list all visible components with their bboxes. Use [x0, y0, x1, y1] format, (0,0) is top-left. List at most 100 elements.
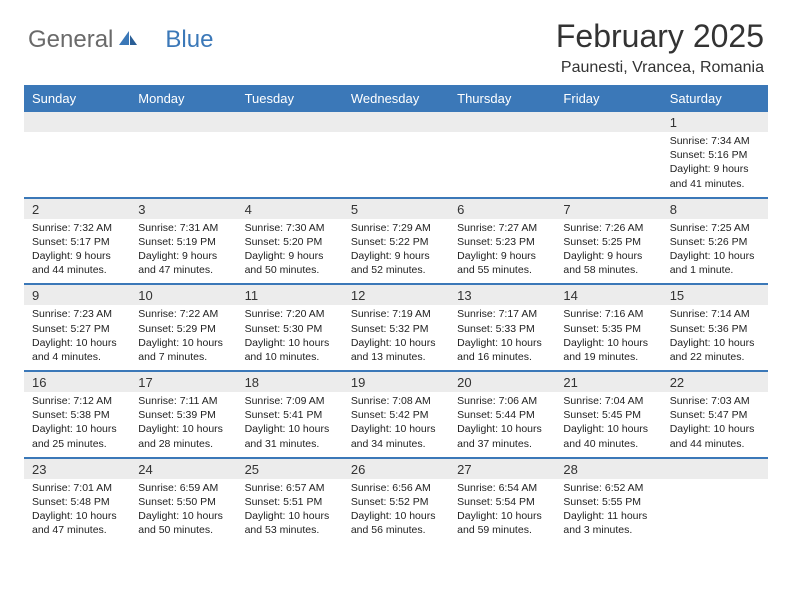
title-block: February 2025 Paunesti, Vrancea, Romania — [556, 18, 764, 77]
day-number: 7 — [555, 199, 661, 219]
day-number: 14 — [555, 285, 661, 305]
day-details: Sunrise: 7:14 AM Sunset: 5:36 PM Dayligh… — [662, 305, 768, 370]
day-details — [662, 479, 768, 544]
day-number: 12 — [343, 285, 449, 305]
day-details: Sunrise: 7:01 AM Sunset: 5:48 PM Dayligh… — [24, 479, 130, 544]
day-details: Sunrise: 7:30 AM Sunset: 5:20 PM Dayligh… — [237, 219, 343, 284]
weekday-tuesday: Tuesday — [237, 85, 343, 112]
weekday-wednesday: Wednesday — [343, 85, 449, 112]
day-number: 8 — [662, 199, 768, 219]
day-details: Sunrise: 7:25 AM Sunset: 5:26 PM Dayligh… — [662, 219, 768, 284]
day-details-row: Sunrise: 7:34 AM Sunset: 5:16 PM Dayligh… — [24, 132, 768, 197]
day-number: 11 — [237, 285, 343, 305]
weeks-container: 1Sunrise: 7:34 AM Sunset: 5:16 PM Daylig… — [24, 112, 768, 543]
day-number: 21 — [555, 372, 661, 392]
day-details — [343, 132, 449, 197]
day-number: 18 — [237, 372, 343, 392]
day-number-row: 16171819202122 — [24, 372, 768, 392]
day-number: 2 — [24, 199, 130, 219]
day-number — [237, 112, 343, 132]
day-number: 22 — [662, 372, 768, 392]
day-number: 15 — [662, 285, 768, 305]
day-details: Sunrise: 7:17 AM Sunset: 5:33 PM Dayligh… — [449, 305, 555, 370]
week-row: 16171819202122Sunrise: 7:12 AM Sunset: 5… — [24, 372, 768, 459]
location-label: Paunesti, Vrancea, Romania — [556, 59, 764, 77]
week-row: 232425262728Sunrise: 7:01 AM Sunset: 5:4… — [24, 459, 768, 544]
day-details: Sunrise: 7:06 AM Sunset: 5:44 PM Dayligh… — [449, 392, 555, 457]
weekday-header: Sunday Monday Tuesday Wednesday Thursday… — [24, 85, 768, 112]
day-details — [555, 132, 661, 197]
weekday-saturday: Saturday — [662, 85, 768, 112]
week-row: 2345678Sunrise: 7:32 AM Sunset: 5:17 PM … — [24, 199, 768, 286]
day-details: Sunrise: 6:52 AM Sunset: 5:55 PM Dayligh… — [555, 479, 661, 544]
day-details: Sunrise: 6:54 AM Sunset: 5:54 PM Dayligh… — [449, 479, 555, 544]
day-details: Sunrise: 6:57 AM Sunset: 5:51 PM Dayligh… — [237, 479, 343, 544]
day-number: 23 — [24, 459, 130, 479]
day-number: 24 — [130, 459, 236, 479]
day-details — [237, 132, 343, 197]
day-details-row: Sunrise: 7:23 AM Sunset: 5:27 PM Dayligh… — [24, 305, 768, 370]
day-number: 27 — [449, 459, 555, 479]
week-row: 9101112131415Sunrise: 7:23 AM Sunset: 5:… — [24, 285, 768, 372]
day-number: 20 — [449, 372, 555, 392]
day-details: Sunrise: 7:26 AM Sunset: 5:25 PM Dayligh… — [555, 219, 661, 284]
day-details: Sunrise: 7:03 AM Sunset: 5:47 PM Dayligh… — [662, 392, 768, 457]
day-details: Sunrise: 6:59 AM Sunset: 5:50 PM Dayligh… — [130, 479, 236, 544]
day-number: 17 — [130, 372, 236, 392]
weekday-monday: Monday — [130, 85, 236, 112]
day-details: Sunrise: 7:20 AM Sunset: 5:30 PM Dayligh… — [237, 305, 343, 370]
calendar-grid: Sunday Monday Tuesday Wednesday Thursday… — [0, 85, 792, 543]
page-header: General Blue February 2025 Paunesti, Vra… — [0, 0, 792, 85]
day-details-row: Sunrise: 7:12 AM Sunset: 5:38 PM Dayligh… — [24, 392, 768, 457]
day-details: Sunrise: 7:27 AM Sunset: 5:23 PM Dayligh… — [449, 219, 555, 284]
day-number: 4 — [237, 199, 343, 219]
day-number-row: 232425262728 — [24, 459, 768, 479]
day-details: Sunrise: 7:29 AM Sunset: 5:22 PM Dayligh… — [343, 219, 449, 284]
day-details: Sunrise: 7:32 AM Sunset: 5:17 PM Dayligh… — [24, 219, 130, 284]
day-number-row: 2345678 — [24, 199, 768, 219]
day-number — [662, 459, 768, 479]
weekday-thursday: Thursday — [449, 85, 555, 112]
day-details — [24, 132, 130, 197]
day-number: 25 — [237, 459, 343, 479]
day-number-row: 1 — [24, 112, 768, 132]
day-details: Sunrise: 7:04 AM Sunset: 5:45 PM Dayligh… — [555, 392, 661, 457]
logo-text-blue: Blue — [165, 26, 213, 54]
day-number: 26 — [343, 459, 449, 479]
day-number-row: 9101112131415 — [24, 285, 768, 305]
day-details-row: Sunrise: 7:01 AM Sunset: 5:48 PM Dayligh… — [24, 479, 768, 544]
day-details: Sunrise: 7:19 AM Sunset: 5:32 PM Dayligh… — [343, 305, 449, 370]
day-details — [130, 132, 236, 197]
day-details — [449, 132, 555, 197]
month-title: February 2025 — [556, 18, 764, 55]
day-number — [555, 112, 661, 132]
day-number: 5 — [343, 199, 449, 219]
day-number: 1 — [662, 112, 768, 132]
day-details: Sunrise: 7:16 AM Sunset: 5:35 PM Dayligh… — [555, 305, 661, 370]
logo: General Blue — [28, 18, 213, 54]
weekday-friday: Friday — [555, 85, 661, 112]
logo-sail-icon — [117, 29, 139, 52]
day-number — [24, 112, 130, 132]
day-details: Sunrise: 7:34 AM Sunset: 5:16 PM Dayligh… — [662, 132, 768, 197]
day-details: Sunrise: 7:08 AM Sunset: 5:42 PM Dayligh… — [343, 392, 449, 457]
day-number: 6 — [449, 199, 555, 219]
day-details: Sunrise: 7:23 AM Sunset: 5:27 PM Dayligh… — [24, 305, 130, 370]
day-number: 28 — [555, 459, 661, 479]
day-number — [449, 112, 555, 132]
day-details: Sunrise: 6:56 AM Sunset: 5:52 PM Dayligh… — [343, 479, 449, 544]
day-details: Sunrise: 7:09 AM Sunset: 5:41 PM Dayligh… — [237, 392, 343, 457]
day-number: 10 — [130, 285, 236, 305]
day-details-row: Sunrise: 7:32 AM Sunset: 5:17 PM Dayligh… — [24, 219, 768, 284]
weekday-sunday: Sunday — [24, 85, 130, 112]
day-number — [130, 112, 236, 132]
day-number: 19 — [343, 372, 449, 392]
week-row: 1Sunrise: 7:34 AM Sunset: 5:16 PM Daylig… — [24, 112, 768, 199]
day-details: Sunrise: 7:22 AM Sunset: 5:29 PM Dayligh… — [130, 305, 236, 370]
day-number: 16 — [24, 372, 130, 392]
logo-text-general: General — [28, 26, 113, 54]
day-number: 9 — [24, 285, 130, 305]
day-details: Sunrise: 7:12 AM Sunset: 5:38 PM Dayligh… — [24, 392, 130, 457]
day-number — [343, 112, 449, 132]
day-number: 3 — [130, 199, 236, 219]
